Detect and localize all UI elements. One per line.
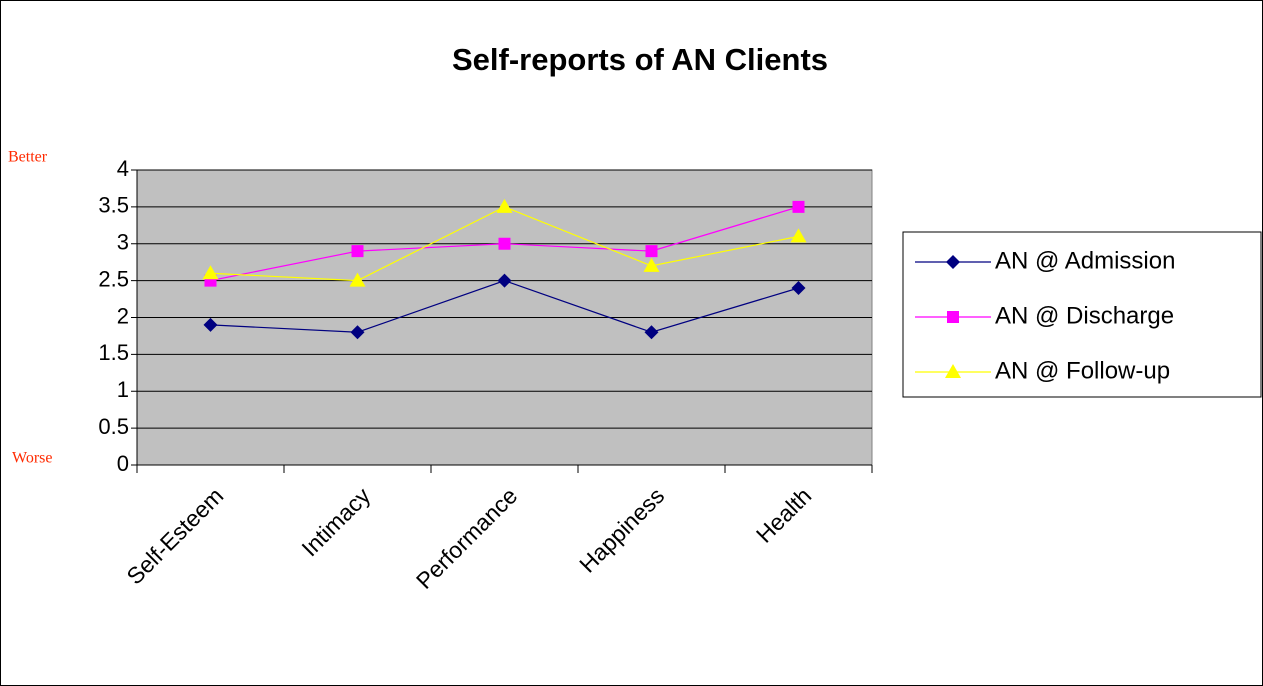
legend-label: AN @ Discharge (995, 302, 1174, 329)
marker (643, 257, 660, 272)
marker (497, 273, 512, 288)
marker (645, 245, 658, 258)
marker (203, 317, 218, 332)
y-tick-label: 2.5 (98, 266, 129, 291)
y-tick-label: 0 (117, 451, 129, 476)
marker (946, 255, 960, 269)
marker (350, 325, 365, 340)
marker (791, 281, 806, 295)
marker (349, 272, 366, 287)
chart-title: Self-reports of AN Clients (452, 42, 828, 77)
legend-label: AN @ Admission (995, 247, 1175, 274)
marker (644, 325, 659, 340)
y-tick-label: 1.5 (98, 340, 129, 365)
y-tick-label: 1 (117, 377, 129, 402)
marker (496, 198, 513, 213)
marker (202, 265, 219, 280)
legend-label: AN @ Follow-up (995, 357, 1170, 384)
marker (947, 311, 959, 323)
marker (498, 237, 511, 250)
y-tick-label: 0.5 (98, 414, 129, 439)
marker (945, 364, 961, 378)
marker (792, 200, 805, 213)
y-tick-label: 4 (117, 156, 129, 181)
annotation: Worse (12, 450, 52, 467)
y-tick-label: 2 (117, 303, 129, 328)
marker (351, 245, 364, 258)
legend-box (902, 231, 1262, 398)
y-tick-label: 3 (117, 230, 129, 255)
marker (790, 228, 807, 243)
y-tick-label: 3.5 (98, 193, 129, 218)
annotation: Better (8, 149, 48, 166)
